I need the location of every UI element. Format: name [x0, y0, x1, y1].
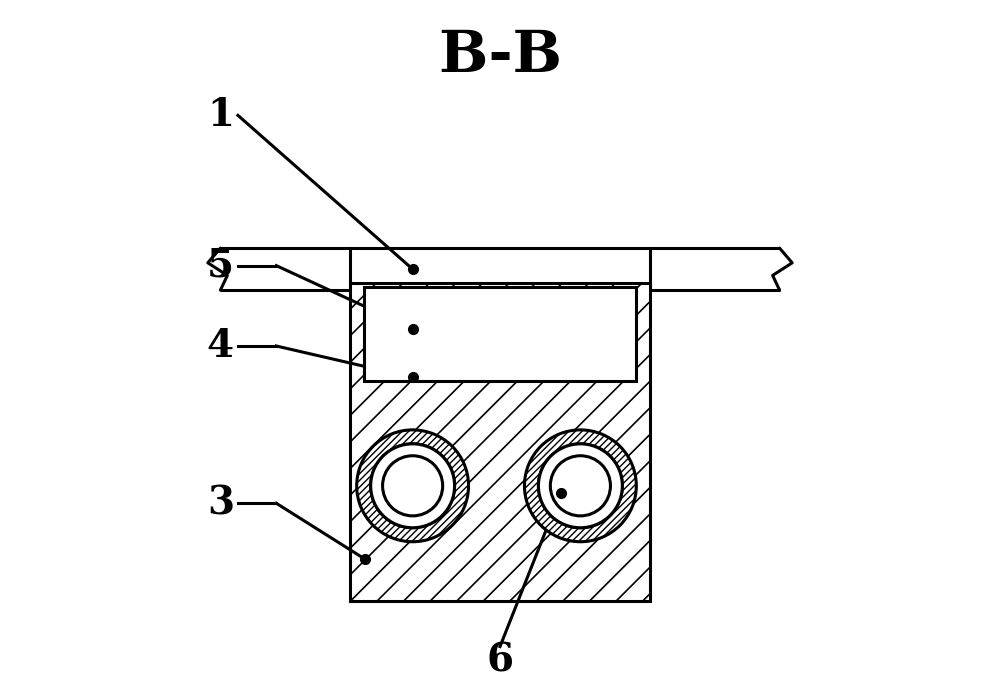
Text: 3: 3: [207, 484, 234, 522]
Wedge shape: [524, 430, 636, 542]
Text: B-B: B-B: [438, 28, 562, 84]
Text: 5: 5: [207, 247, 234, 284]
Bar: [350, 283, 650, 601]
Text: 4: 4: [207, 327, 234, 365]
Circle shape: [357, 430, 469, 542]
Text: 1: 1: [207, 96, 234, 134]
Bar: [350, 283, 650, 601]
Text: 6: 6: [486, 642, 514, 679]
Circle shape: [538, 444, 622, 528]
Circle shape: [383, 456, 443, 516]
Circle shape: [524, 430, 636, 542]
Circle shape: [371, 444, 455, 528]
Wedge shape: [357, 430, 469, 542]
Bar: [364, 287, 636, 381]
Circle shape: [550, 456, 610, 516]
